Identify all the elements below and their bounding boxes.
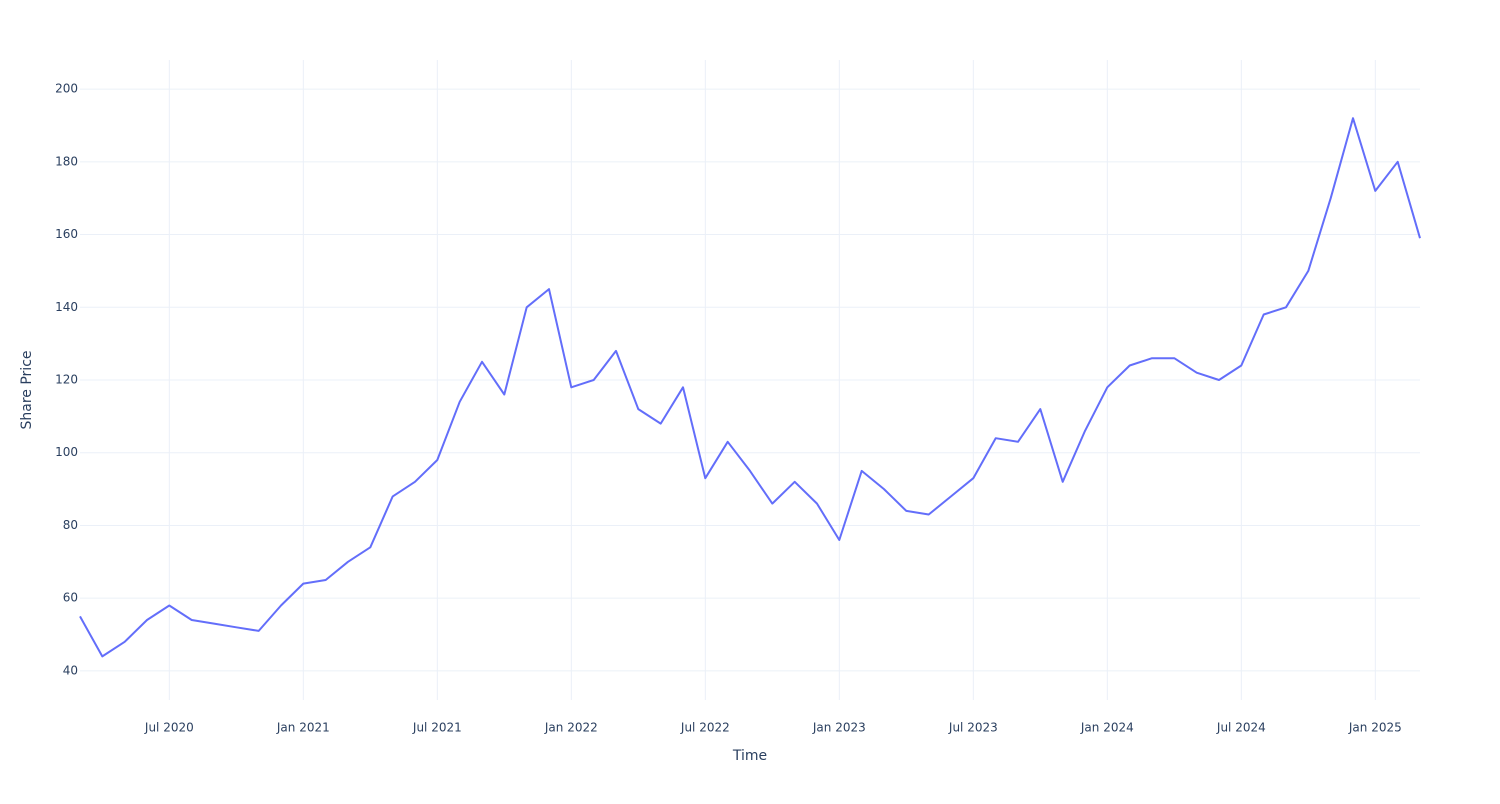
y-tick-label: 80: [63, 518, 78, 532]
y-tick-label: 100: [55, 445, 78, 459]
x-tick-label: Jul 2020: [144, 721, 194, 735]
x-tick-label: Jan 2023: [812, 721, 866, 735]
x-tick-label: Jul 2022: [680, 721, 730, 735]
x-axis-title: Time: [732, 748, 767, 764]
x-tick-label: Jul 2021: [412, 721, 462, 735]
y-tick-label: 140: [55, 300, 78, 314]
x-tick-label: Jan 2025: [1348, 721, 1402, 735]
x-tick-label: Jan 2022: [544, 721, 598, 735]
y-tick-label: 180: [55, 154, 78, 168]
x-tick-label: Jul 2024: [1216, 721, 1266, 735]
y-tick-label: 120: [55, 373, 78, 387]
y-tick-label: 40: [63, 663, 78, 677]
y-tick-label: 200: [55, 82, 78, 96]
y-axis-title: Share Price: [19, 350, 35, 429]
y-tick-label: 160: [55, 227, 78, 241]
price-line: [79, 117, 1421, 658]
x-tick-label: Jan 2024: [1080, 721, 1134, 735]
y-tick-label: 60: [63, 591, 78, 605]
x-tick-label: Jan 2021: [276, 721, 330, 735]
x-tick-label: Jul 2023: [948, 721, 998, 735]
